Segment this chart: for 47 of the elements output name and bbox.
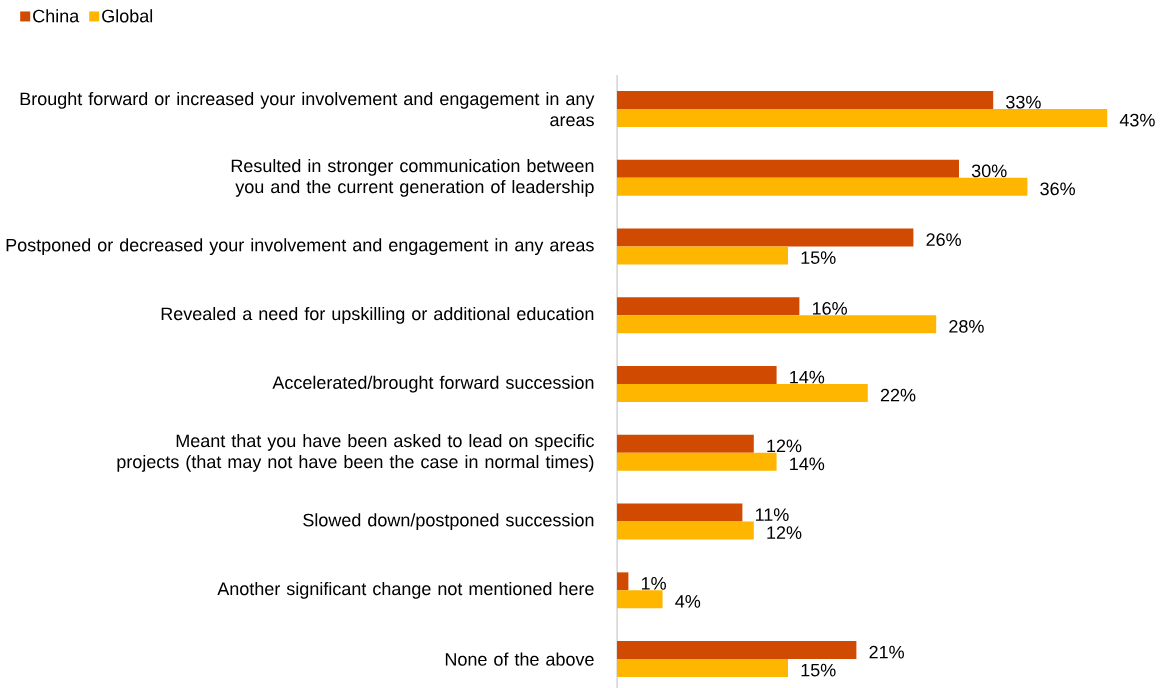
data-label: 4% [675,595,701,608]
bar [617,297,800,316]
bar [617,572,629,591]
bar [617,384,868,403]
y-tick-label: Brought forward or increased your involvement and engagement in any areas [20,92,595,127]
y-tick-label: Resulted in stronger communication between you and the current generation of leadership [231,158,594,197]
bar [617,452,777,471]
bar [617,434,754,453]
bar [617,659,788,678]
data-label: 14% [790,370,825,384]
bar [617,228,914,247]
y-tick-label: Slowed down/postponed succession [303,513,594,530]
y-tick-label: None of the above [445,652,594,666]
bar [617,109,1108,128]
data-label: 11% [755,508,789,521]
legend-label: Global [102,9,153,23]
data-label: 33% [1006,95,1041,109]
data-label: 26% [926,233,961,246]
data-label: 21% [869,645,904,659]
y-tick-label: Meant that you have been asked to lead on specific projects (that may not have been the case in normal times) [117,433,594,472]
data-label: 43% [1119,113,1155,127]
bar [617,590,663,609]
data-label: 22% [880,388,916,402]
y-tick-label: Revealed a need for upskilling or additional education [161,306,594,324]
data-label: 12% [767,439,802,453]
bar [617,246,788,265]
data-label: 28% [949,319,984,333]
bar [617,503,743,522]
bar [617,159,959,178]
data-label: 36% [1040,182,1075,196]
data-label: 15% [801,251,836,264]
data-label: 30% [971,164,1007,178]
bar [617,641,857,660]
bar [617,521,754,540]
bar [617,366,777,385]
y-tick-label: Another significant change not mentioned here [217,581,594,599]
bar [617,177,1028,196]
y-tick-label: Postponed or decreased your involvement and engagement in any areas [6,238,594,255]
data-label: 15% [801,663,836,677]
y-tick-label: Accelerated/brought forward succession [272,375,594,393]
data-label: 14% [790,457,825,471]
bar [617,91,994,110]
bar [617,315,937,334]
data-label: 16% [812,301,847,315]
legend-label: China [33,9,80,23]
data-label: 12% [767,526,802,539]
data-label: 1% [641,577,666,590]
